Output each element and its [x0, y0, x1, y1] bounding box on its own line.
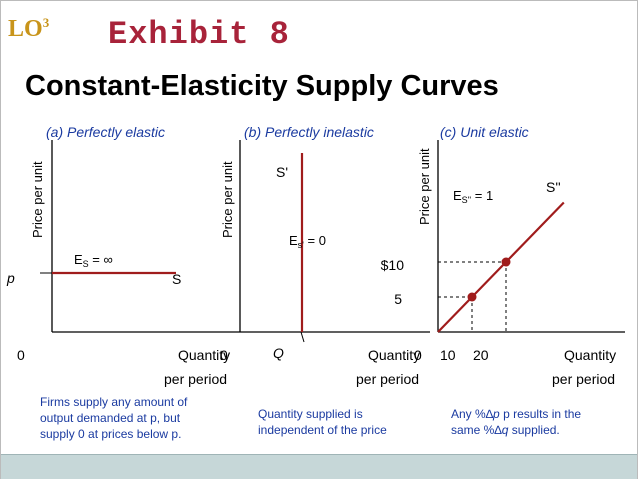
panel-c-xtick-20: 20 [473, 347, 489, 363]
panel-a-xlabel-2: per period [164, 371, 227, 387]
panel-c-title: (c) Unit elastic [440, 124, 529, 140]
panel-b-xlabel-1: Quantity [368, 347, 420, 363]
panel-b-elasticity-label: Es' = 0 [289, 233, 326, 250]
panel-c-caption: Any %∆p p results in the same %∆q suppli… [451, 406, 581, 438]
panel-a-caption-line-1: Firms supply any amount of [40, 395, 188, 409]
panel-c-point-1 [467, 292, 477, 302]
panel-c-ylabel: Price per unit [417, 148, 432, 225]
panel-c-caption-line-1: Any %∆p p results in the [451, 407, 582, 421]
panel-c-origin-label: 0 [414, 347, 422, 363]
panel-c-elasticity-label: ES'' = 1 [453, 188, 493, 205]
panel-c: (c) Unit elastic Price per unit S'' ES''… [381, 124, 625, 387]
panel-c-xlabel-2: per period [552, 371, 615, 387]
panel-a-p-label: p [6, 270, 15, 286]
panel-c-point-2 [501, 257, 511, 267]
footer-bar [1, 454, 637, 479]
panel-a-caption: Firms supply any amount of output demand… [40, 394, 187, 442]
panel-b-origin-label: 0 [220, 347, 228, 363]
lo-number: 3 [42, 15, 50, 30]
panel-a-elasticity-label: ES = ∞ [74, 252, 113, 269]
panel-a-title: (a) Perfectly elastic [46, 124, 165, 140]
panel-b-q-tick [300, 331, 305, 343]
panel-b-title: (b) Perfectly inelastic [244, 124, 374, 140]
panel-a-ylabel: Price per unit [30, 161, 45, 238]
exhibit-title: Exhibit 8 [108, 16, 290, 53]
panel-b-xlabel-2: per period [356, 371, 419, 387]
panel-b-caption: Quantity supplied is independent of the … [258, 406, 387, 438]
slide-title: Constant-Elasticity Supply Curves [25, 70, 499, 102]
panel-b-caption-line-1: Quantity supplied is [258, 407, 363, 421]
panel-a-xlabel-1: Quantity [178, 347, 230, 363]
panel-b-ylabel: Price per unit [220, 161, 235, 238]
panel-a-caption-line-2: output demanded at p, but [40, 411, 181, 425]
panel-b: (b) Perfectly inelastic Price per unit S… [220, 124, 430, 387]
panel-c-ytick-5: 5 [394, 291, 402, 307]
lo-label: LO3 [8, 15, 50, 42]
panel-b-caption-line-2: independent of the price [258, 423, 387, 437]
panel-b-curve-label: S' [276, 164, 288, 180]
panel-a-curve-label: S [172, 271, 181, 287]
panel-c-caption-line-2: same %∆q supplied. [451, 423, 560, 437]
panel-c-supply-curve [437, 201, 565, 333]
panel-c-ytick-10: $10 [381, 257, 405, 273]
panel-c-curve-label: S'' [546, 179, 561, 195]
panel-b-q-label: Q [273, 345, 284, 361]
panel-c-xlabel-1: Quantity [564, 347, 616, 363]
panel-c-xtick-10: 10 [440, 347, 456, 363]
panel-a: (a) Perfectly elastic Price per unit p S… [6, 124, 240, 387]
panel-a-origin-label: 0 [17, 347, 25, 363]
panel-a-caption-line-3: supply 0 at prices below p. [40, 427, 182, 441]
